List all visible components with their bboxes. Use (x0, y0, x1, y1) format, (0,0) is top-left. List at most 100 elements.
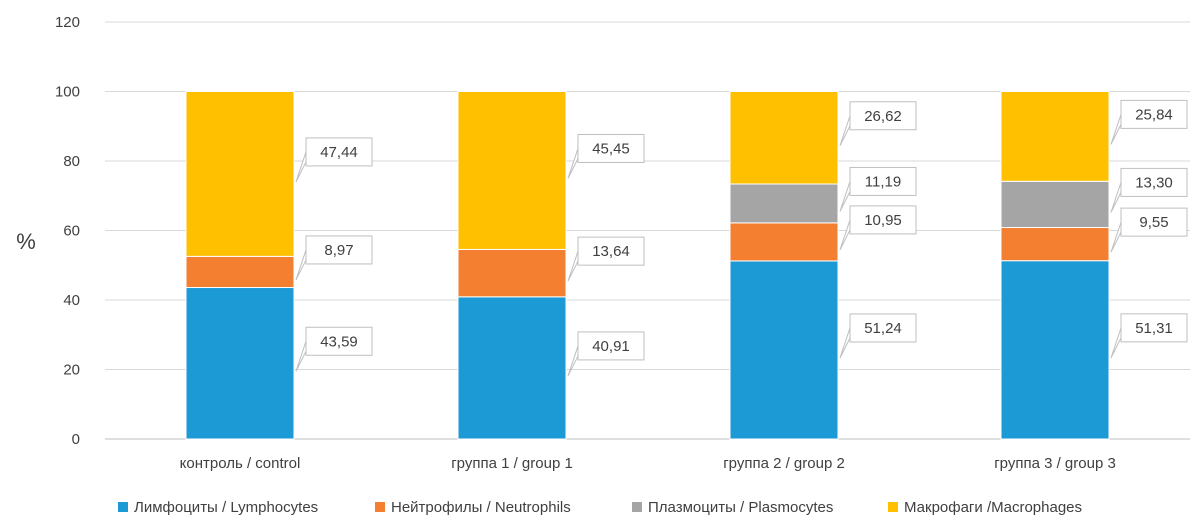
label-callout-pointer (839, 327, 851, 359)
data-label-text: 51,31 (1135, 320, 1173, 337)
x-category-label: группа 2 / group 2 (723, 455, 845, 472)
bar-segment (729, 91, 839, 185)
bar-segment (1000, 91, 1110, 182)
data-label: 13,30 (1110, 167, 1188, 213)
label-callout-pointer (1110, 327, 1122, 359)
data-label: 11,19 (839, 166, 917, 212)
legend-label: Лимфоциты / Lymphocytes (134, 499, 318, 516)
x-category-label: группа 3 / group 3 (994, 455, 1116, 472)
x-category-label: контроль / control (180, 455, 301, 472)
y-axis-label: % (16, 229, 36, 254)
label-callout-pointer (1110, 182, 1122, 213)
label-callout-box (1120, 99, 1188, 129)
label-callout-pointer (567, 250, 579, 282)
data-label-text: 47,44 (320, 144, 358, 161)
label-callout-pointer (839, 115, 851, 146)
bar-segment (1000, 180, 1110, 229)
data-label-text: 13,64 (592, 243, 630, 260)
legend-label: Плазмоциты / Plasmocytes (648, 499, 833, 516)
data-label: 51,31 (1110, 313, 1188, 359)
x-category-label: группа 1 / group 1 (451, 455, 573, 472)
data-label-text: 25,84 (1135, 106, 1173, 123)
label-callout-box (305, 326, 373, 356)
legend-swatch (118, 502, 128, 512)
legend-item: Плазмоциты / Plasmocytes (632, 499, 833, 516)
y-tick-label: 60 (63, 223, 80, 240)
data-label: 26,62 (839, 101, 917, 146)
label-callout-pointer (567, 148, 579, 179)
data-label-text: 10,95 (864, 212, 902, 229)
label-callout-pointer (839, 219, 851, 251)
label-callout-box (1120, 167, 1188, 197)
data-label: 13,64 (567, 236, 645, 282)
bar-segment (185, 91, 295, 257)
bar-segment (457, 296, 567, 440)
data-label-text: 26,62 (864, 108, 902, 125)
data-label-text: 45,45 (592, 140, 630, 157)
y-tick-label: 100 (55, 84, 80, 101)
bar-segment (457, 91, 567, 250)
label-callout-pointer (295, 151, 307, 183)
legend-swatch (632, 502, 642, 512)
y-tick-label: 20 (63, 362, 80, 379)
data-label-text: 11,19 (865, 173, 901, 190)
label-callout-box (305, 137, 373, 167)
data-label-text: 13,30 (1135, 174, 1173, 191)
data-label-text: 8,97 (324, 242, 353, 259)
y-tick-label: 40 (63, 292, 80, 309)
data-label-text: 43,59 (320, 333, 358, 350)
bar-segment (729, 222, 839, 262)
y-tick-label: 80 (63, 153, 80, 170)
legend: Лимфоциты / Lymphocytes Нейтрофилы / Neut… (118, 499, 1082, 516)
label-callout-box (577, 331, 645, 361)
label-callout-box (577, 236, 645, 266)
data-label: 10,95 (839, 205, 917, 251)
data-labels: 43,59 8,97 47,44 40,91 13,64 45,45 51,24 10,95 1… (295, 99, 1188, 377)
label-callout-pointer (839, 181, 851, 212)
y-axis-ticks: 0 20 40 60 80 100 120 (55, 14, 80, 448)
label-callout-box (849, 166, 917, 196)
data-label: 25,84 (1110, 99, 1188, 145)
label-callout-pointer (1110, 221, 1122, 253)
x-axis-categories: контроль / control группа 1 / group 1 груп… (180, 455, 1116, 472)
data-label: 51,24 (839, 313, 917, 359)
label-callout-box (1120, 313, 1188, 343)
data-label-text: 40,91 (592, 338, 630, 355)
y-tick-label: 120 (55, 14, 80, 31)
data-label: 47,44 (295, 137, 373, 183)
bars (185, 91, 1110, 440)
label-callout-pointer (295, 341, 307, 372)
y-tick-label: 0 (72, 431, 80, 448)
legend-label: Нейтрофилы / Neutrophils (391, 499, 571, 516)
bar-segment (185, 287, 295, 440)
label-callout-box (849, 205, 917, 235)
label-callout-pointer (295, 249, 307, 281)
bar-segment (457, 248, 567, 298)
data-label: 8,97 (295, 235, 373, 281)
legend-label: Макрофаги /Macrophages (904, 499, 1082, 516)
legend-item: Лимфоциты / Lymphocytes (118, 499, 318, 516)
bar-segment (729, 260, 839, 440)
label-callout-box (1120, 207, 1188, 237)
data-label-text: 9,55 (1139, 214, 1168, 231)
data-label: 45,45 (567, 133, 645, 179)
data-label-text: 51,24 (864, 320, 902, 337)
label-callout-box (849, 313, 917, 343)
legend-item: Нейтрофилы / Neutrophils (375, 499, 571, 516)
bar-segment (1000, 260, 1110, 440)
label-callout-pointer (1110, 114, 1122, 145)
legend-swatch (888, 502, 898, 512)
data-label: 40,91 (567, 331, 645, 377)
data-label: 43,59 (295, 326, 373, 372)
bar-segment (185, 255, 295, 289)
bar-segment (729, 183, 839, 224)
label-callout-box (305, 235, 373, 265)
legend-item: Макрофаги /Macrophages (888, 499, 1082, 516)
label-callout-box (577, 133, 645, 163)
label-callout-pointer (567, 345, 579, 377)
data-label: 9,55 (1110, 207, 1188, 253)
legend-swatch (375, 502, 385, 512)
bar-segment (1000, 227, 1110, 262)
label-callout-box (849, 101, 917, 131)
